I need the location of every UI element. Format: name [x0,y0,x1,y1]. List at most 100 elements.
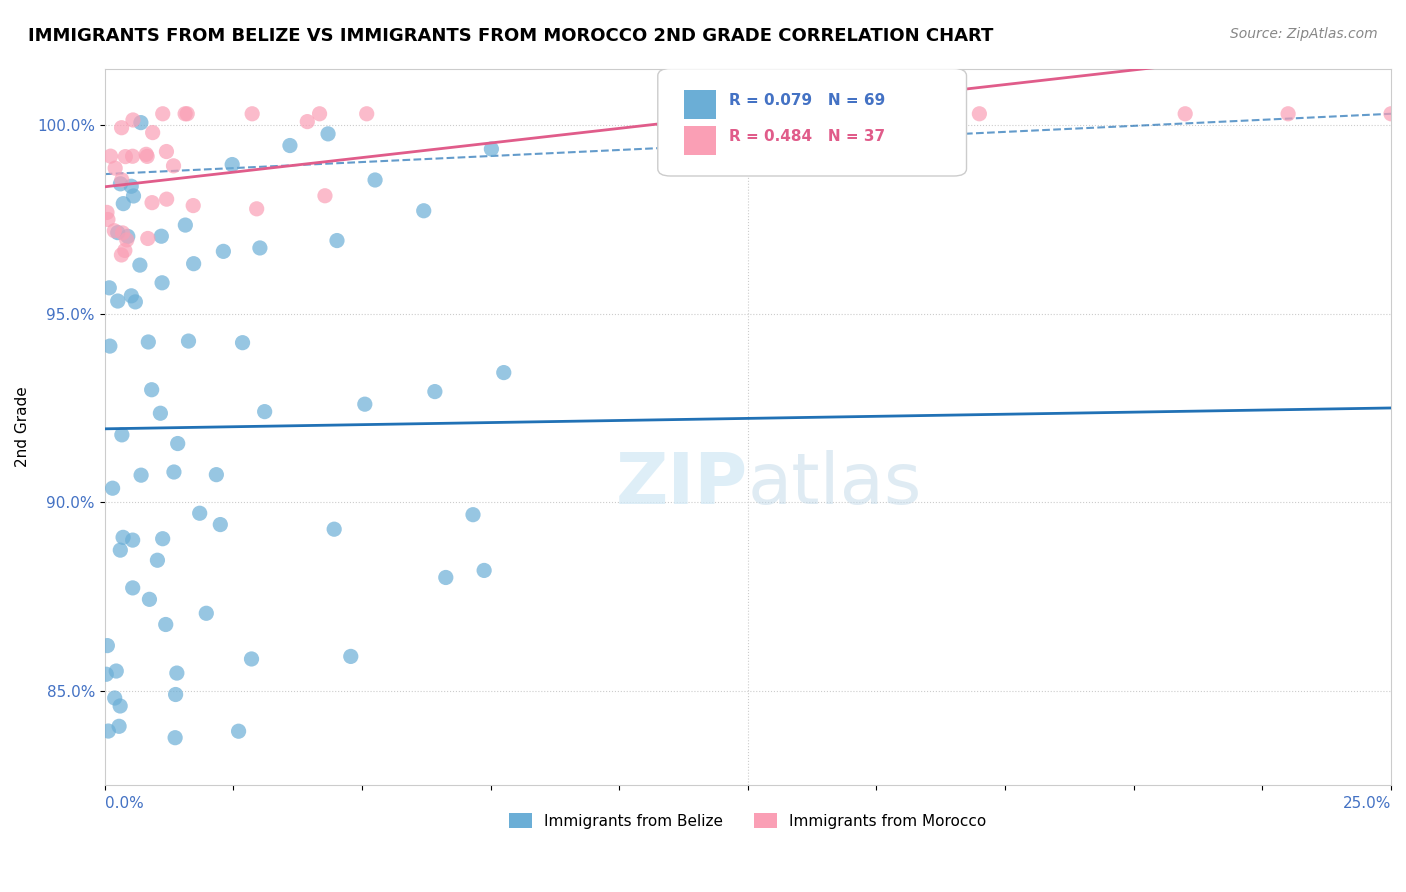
Immigrants from Morocco [152,107,174,121]
Immigrants from Morocco [156,192,179,206]
Immigrants from Belize [107,293,129,308]
Immigrants from Belize [316,127,339,141]
Immigrants from Morocco [762,107,785,121]
Immigrants from Belize [121,581,143,595]
Immigrants from Morocco [97,212,120,227]
Immigrants from Morocco [136,149,159,163]
Legend: Immigrants from Belize, Immigrants from Morocco: Immigrants from Belize, Immigrants from … [503,806,993,835]
Text: ZIP: ZIP [616,450,748,518]
Immigrants from Belize [412,203,434,218]
Immigrants from Belize [97,724,120,739]
Immigrants from Belize [150,276,173,290]
Immigrants from Morocco [181,198,204,212]
Immigrants from Belize [166,666,188,681]
Immigrants from Morocco [104,161,127,175]
Immigrants from Belize [155,617,177,632]
Immigrants from Belize [472,564,495,578]
Immigrants from Belize [104,691,127,706]
Immigrants from Belize [112,196,135,211]
Immigrants from Belize [96,639,118,653]
Immigrants from Belize [353,397,375,411]
Immigrants from Belize [174,218,197,232]
Immigrants from Morocco [969,107,991,121]
Immigrants from Belize [141,383,163,397]
Immigrants from Morocco [314,188,336,202]
Immigrants from Belize [240,652,263,666]
Immigrants from Belize [121,533,143,547]
Immigrants from Belize [107,226,129,240]
Immigrants from Belize [479,142,502,156]
Immigrants from Belize [278,138,301,153]
Text: 0.0%: 0.0% [104,797,143,812]
Immigrants from Morocco [110,120,132,135]
Immigrants from Belize [120,289,142,303]
Immigrants from Morocco [121,149,143,163]
Immigrants from Belize [461,508,484,522]
Immigrants from Belize [165,688,187,702]
Immigrants from Belize [249,241,271,255]
Bar [683,90,716,119]
Immigrants from Morocco [1174,107,1197,121]
Immigrants from Belize [188,506,211,520]
Text: 25.0%: 25.0% [1343,797,1391,812]
Immigrants from Morocco [308,107,330,121]
Immigrants from Belize [205,467,228,482]
Immigrants from Morocco [136,231,159,245]
Bar [683,126,716,154]
Immigrants from Belize [120,179,142,194]
Text: R = 0.484   N = 37: R = 0.484 N = 37 [728,129,884,145]
Immigrants from Belize [150,229,173,244]
Immigrants from Belize [212,244,235,259]
Immigrants from Belize [165,731,187,745]
Immigrants from Belize [323,522,346,536]
Immigrants from Belize [122,189,145,203]
Text: atlas: atlas [748,450,922,518]
Immigrants from Belize [326,234,349,248]
Immigrants from Belize [124,294,146,309]
Immigrants from Morocco [115,233,138,247]
Text: Source: ZipAtlas.com: Source: ZipAtlas.com [1230,27,1378,41]
Immigrants from Morocco [246,202,269,216]
Immigrants from Belize [232,335,254,350]
Immigrants from Belize [138,592,160,607]
Immigrants from Belize [117,229,139,244]
Immigrants from Belize [149,406,172,420]
Text: R = 0.079   N = 69: R = 0.079 N = 69 [728,94,884,108]
FancyBboxPatch shape [658,69,966,176]
Immigrants from Morocco [174,107,197,121]
Immigrants from Belize [163,465,186,479]
Immigrants from Belize [105,664,128,678]
Immigrants from Belize [177,334,200,348]
Immigrants from Morocco [162,159,184,173]
Immigrants from Morocco [297,114,319,128]
Immigrants from Morocco [240,107,263,121]
Immigrants from Belize [253,404,276,418]
Immigrants from Belize [112,530,135,544]
Immigrants from Morocco [96,205,118,219]
Text: IMMIGRANTS FROM BELIZE VS IMMIGRANTS FROM MOROCCO 2ND GRADE CORRELATION CHART: IMMIGRANTS FROM BELIZE VS IMMIGRANTS FRO… [28,27,994,45]
Immigrants from Belize [136,334,159,349]
Immigrants from Morocco [111,226,134,240]
Immigrants from Belize [221,157,243,171]
Immigrants from Morocco [122,112,145,127]
Immigrants from Morocco [100,149,122,163]
Immigrants from Belize [183,257,205,271]
Immigrants from Belize [108,719,131,733]
Immigrants from Morocco [1379,107,1402,121]
Immigrants from Belize [128,258,150,272]
Immigrants from Belize [152,532,174,546]
Immigrants from Morocco [110,248,132,262]
Immigrants from Morocco [141,195,163,210]
Immigrants from Belize [96,667,118,681]
Immigrants from Belize [423,384,446,399]
Immigrants from Belize [129,115,152,129]
Immigrants from Belize [492,366,515,380]
Immigrants from Morocco [111,173,134,187]
Immigrants from Belize [146,553,169,567]
Immigrants from Belize [110,543,132,558]
Immigrants from Belize [129,468,152,483]
Immigrants from Belize [364,173,387,187]
Immigrants from Belize [111,428,134,442]
Immigrants from Morocco [114,150,136,164]
Immigrants from Morocco [1277,107,1299,121]
